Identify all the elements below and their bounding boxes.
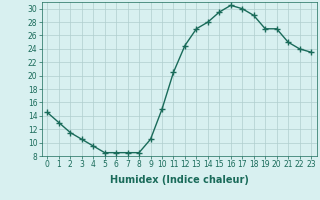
X-axis label: Humidex (Indice chaleur): Humidex (Indice chaleur) (110, 175, 249, 185)
